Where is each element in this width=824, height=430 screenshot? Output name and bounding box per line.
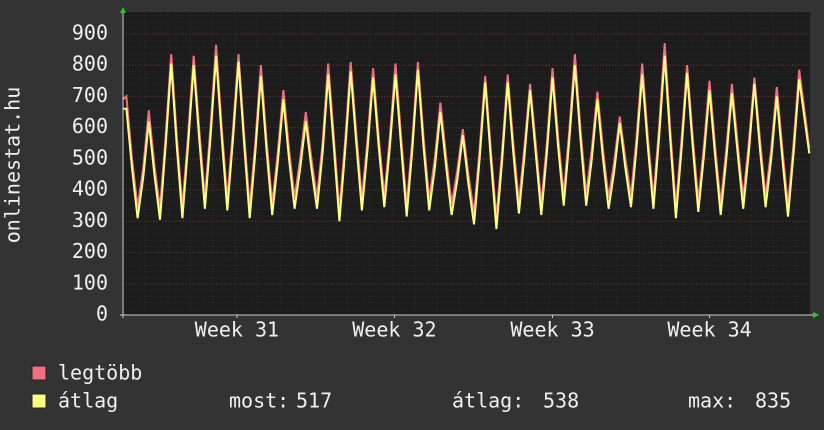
legend-label: átlag (58, 389, 118, 413)
lines (122, 43, 811, 230)
x-arrow (813, 312, 819, 318)
y-tick-label: 200 (72, 239, 108, 263)
stat-label: most: (229, 389, 289, 413)
y-tick-label: 400 (72, 177, 108, 201)
x-tick-label: Week 34 (667, 318, 751, 342)
y-tick-label: 100 (72, 270, 108, 294)
y-tick-label: 900 (72, 20, 108, 44)
x-tick-label: Week 31 (195, 318, 279, 342)
stat-value: 517 (296, 389, 332, 413)
stat-value: 538 (543, 389, 579, 413)
series-line (123, 55, 811, 230)
legend-label: legtöbb (58, 361, 142, 385)
y-tick-label: 700 (72, 83, 108, 107)
y-tick-label: 300 (72, 208, 108, 232)
y-tick-label: 800 (72, 52, 108, 76)
stat-label: átlag: (452, 389, 524, 413)
y-arrow (120, 7, 126, 13)
y-axis-label: onlinestat.hu (1, 87, 25, 244)
stat-value: 835 (755, 389, 791, 413)
y-tick-label: 500 (72, 145, 108, 169)
y-tick-label: 600 (72, 114, 108, 138)
y-tick-label: 0 (96, 302, 108, 326)
legend-swatch (31, 393, 47, 409)
stat-label: max: (688, 389, 736, 413)
x-tick-label: Week 33 (510, 318, 594, 342)
legend-swatch (31, 365, 47, 381)
x-tick-label: Week 32 (352, 318, 436, 342)
